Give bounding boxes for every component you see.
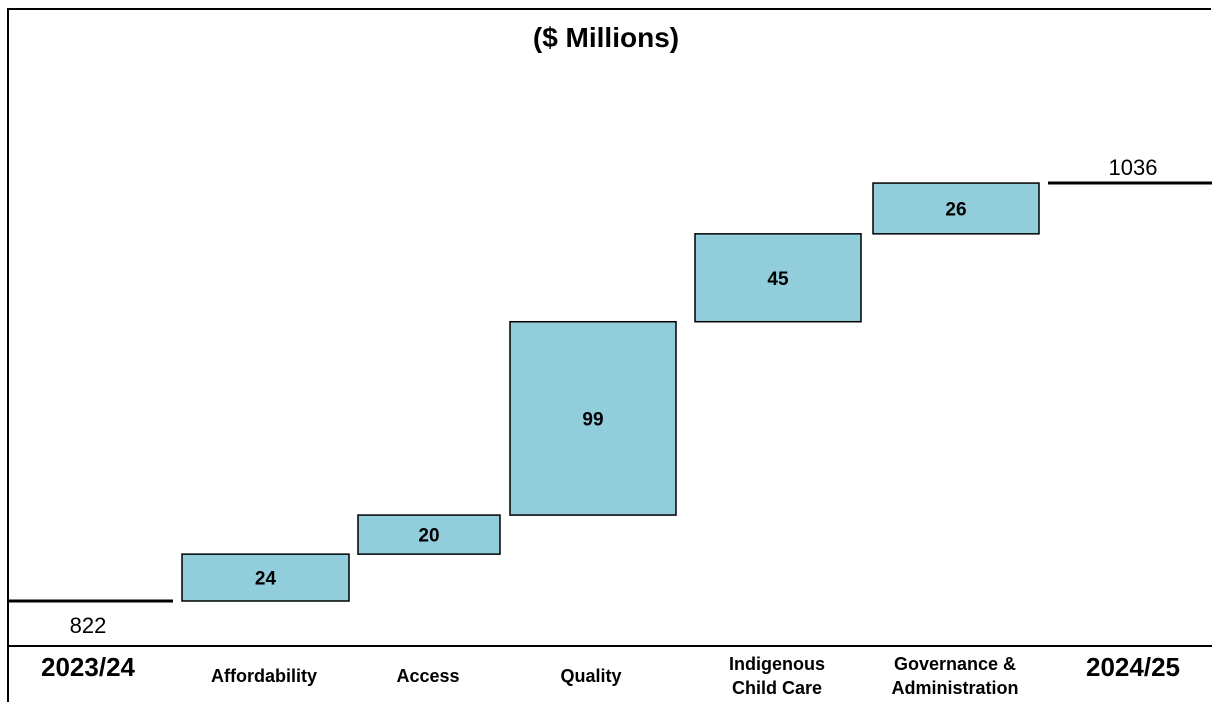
bar-4 <box>694 233 862 323</box>
category-label-line: Child Care <box>732 678 822 698</box>
category-label-end: 2024/25 <box>1086 652 1180 682</box>
bar-value-label: 20 <box>418 526 439 547</box>
chart-frame <box>7 8 1211 702</box>
category-label-line: Governance & <box>894 654 1016 674</box>
chart-title: ($ Millions) <box>532 22 680 53</box>
bar-3 <box>509 320 677 516</box>
category-label-line: Indigenous <box>729 654 825 674</box>
end-total-label: 1036 <box>1109 155 1158 180</box>
bar-1 <box>181 553 350 602</box>
category-label: Affordability <box>211 666 317 686</box>
category-label: Access <box>396 666 459 686</box>
start-total-label: 822 <box>70 613 107 638</box>
category-label-line: Administration <box>891 678 1018 698</box>
bar-5 <box>872 182 1040 235</box>
bar-value-label: 99 <box>582 409 603 430</box>
bar-value-label: 24 <box>255 569 277 590</box>
bar-value-label: 45 <box>767 269 789 290</box>
category-label-start: 2023/24 <box>41 652 136 682</box>
category-label: Quality <box>560 666 621 686</box>
bar-2 <box>357 514 501 555</box>
bar-value-label: 26 <box>945 199 966 220</box>
